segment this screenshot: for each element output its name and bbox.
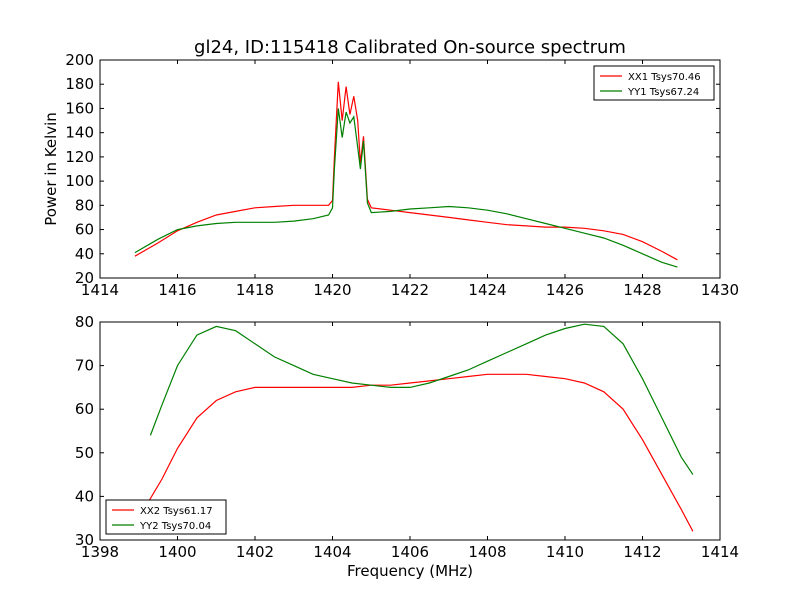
y-tick-label: 100 — [65, 172, 94, 190]
y-tick-label: 60 — [75, 400, 94, 418]
y-tick-label: 60 — [75, 221, 94, 239]
y-tick-label: 30 — [75, 531, 94, 549]
x-tick-label: 1406 — [391, 543, 429, 561]
x-tick-label: 1400 — [158, 543, 196, 561]
x-tick-label: 1404 — [313, 543, 351, 561]
chart-title: gl24, ID:115418 Calibrated On-source spe… — [194, 37, 626, 58]
x-tick-label: 1418 — [236, 281, 274, 299]
x-tick-label: 1414 — [701, 543, 739, 561]
series-line-2-2 — [149, 323, 694, 475]
x-tick-label: 1430 — [701, 281, 739, 299]
x-tick-label: 1410 — [546, 543, 584, 561]
bottom-plot: 1398 1400 1402 1404 1406 1408 1410 1412 1414 30 40… — [75, 313, 739, 580]
y-tick-label: 80 — [75, 313, 94, 331]
legend-label: XX1 Tsys70.46 — [628, 72, 701, 83]
y-tick-label: 120 — [65, 148, 94, 166]
y-tick-label: 40 — [75, 487, 94, 505]
y-tick-label: 20 — [75, 269, 94, 287]
x-tick-label: 1424 — [468, 281, 506, 299]
x-tick-label: 1412 — [623, 543, 661, 561]
y-axis-label: Power in Kelvin — [42, 112, 60, 226]
legend-label: YY2 Tsys70.04 — [139, 521, 211, 532]
y-tick-label: 160 — [65, 99, 94, 117]
y-tick-label: 40 — [75, 245, 94, 263]
series-line-1-2 — [134, 108, 678, 268]
x-tick-label: 1426 — [546, 281, 584, 299]
series-line-1-1 — [134, 81, 678, 261]
x-tick-label: 1422 — [391, 281, 429, 299]
legend: XX2 Tsys61.17 YY2 Tsys70.04 — [105, 499, 227, 535]
legend-box — [593, 65, 715, 101]
y-tick-label: 200 — [65, 51, 94, 69]
y-tick-label: 180 — [65, 75, 94, 93]
top-plot: 1414 1416 1418 1420 1422 1424 1426 1428 1430 20 40… — [42, 51, 739, 299]
y-tick-label: 140 — [65, 124, 94, 142]
x-tick-label: 1416 — [158, 281, 196, 299]
series-line-2-1 — [145, 373, 694, 532]
y-tick-label: 70 — [75, 357, 94, 375]
legend: XX1 Tsys70.46 YY1 Tsys67.24 — [593, 65, 715, 101]
x-tick-label: 1402 — [236, 543, 274, 561]
x-tick-label: 1428 — [623, 281, 661, 299]
x-axis-label: Frequency (MHz) — [347, 562, 473, 580]
legend-label: YY1 Tsys67.24 — [627, 87, 699, 98]
x-tick-label: 1398 — [81, 543, 119, 561]
y-tick-label: 80 — [75, 196, 94, 214]
legend-box — [105, 499, 227, 535]
y-tick-label: 50 — [75, 444, 94, 462]
legend-label: XX2 Tsys61.17 — [140, 506, 213, 517]
x-tick-label: 1420 — [313, 281, 351, 299]
x-tick-label: 1414 — [81, 281, 119, 299]
x-tick-label: 1408 — [468, 543, 506, 561]
